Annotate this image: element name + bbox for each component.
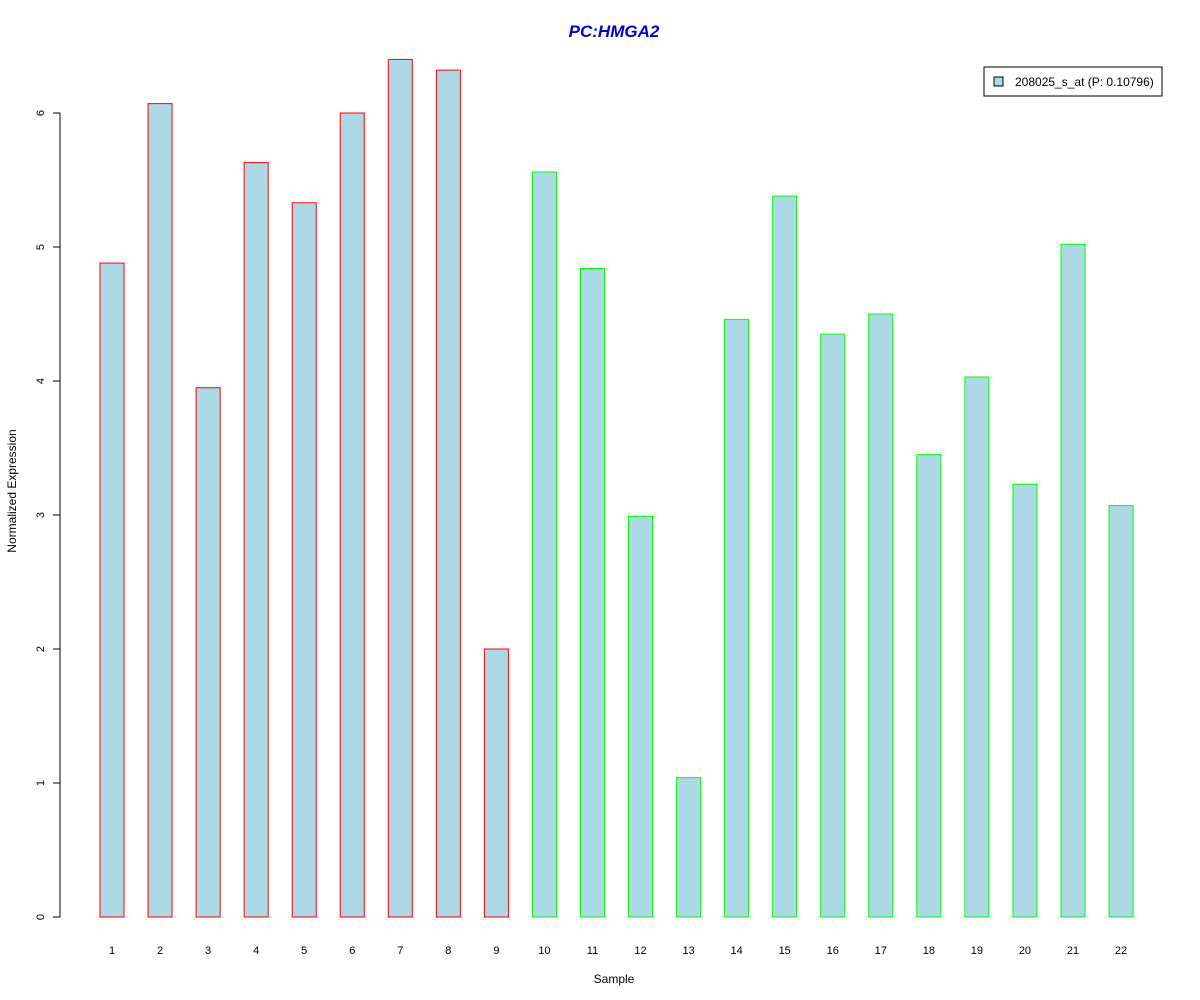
y-tick-label: 2 — [35, 646, 47, 652]
bar-sample-22 — [1108, 505, 1134, 918]
bar-sample-21 — [1060, 243, 1086, 918]
x-tick-label: 17 — [875, 945, 887, 957]
x-tick-label: 13 — [682, 945, 694, 957]
y-tick-label: 4 — [35, 378, 47, 384]
x-tick-label: 3 — [205, 945, 211, 957]
x-tick-label: 1 — [109, 945, 115, 957]
y-axis-title: Normalized Expression — [5, 429, 19, 552]
y-tick-label: 6 — [35, 110, 47, 116]
x-tick-label: 20 — [1019, 945, 1031, 957]
x-tick-label: 6 — [349, 945, 355, 957]
x-tick-label: 2 — [157, 945, 163, 957]
x-tick-label: 4 — [253, 945, 259, 957]
bar-sample-18 — [916, 454, 942, 918]
bar-sample-15 — [772, 195, 798, 918]
x-tick-label: 15 — [779, 945, 791, 957]
legend-swatch — [993, 76, 1004, 87]
bar-sample-7 — [387, 58, 413, 918]
legend-label: 208025_s_at (P: 0.10796) — [1015, 75, 1154, 89]
bars-group — [99, 58, 1134, 918]
x-tick-label: 9 — [493, 945, 499, 957]
bar-sample-12 — [628, 515, 654, 918]
x-axis-title: Sample — [594, 972, 635, 986]
x-tick-label: 12 — [634, 945, 646, 957]
y-axis: 0 1 2 3 4 5 6 — [35, 110, 61, 920]
x-tick-label: 5 — [301, 945, 307, 957]
x-tick-label: 10 — [538, 945, 550, 957]
bar-sample-5 — [291, 202, 317, 918]
bar-sample-4 — [243, 162, 269, 918]
bar-sample-2 — [147, 103, 173, 918]
x-tick-label: 16 — [827, 945, 839, 957]
bar-sample-20 — [1012, 483, 1038, 918]
bar-sample-9 — [483, 648, 509, 918]
bar-sample-10 — [531, 171, 557, 918]
x-tick-label: 11 — [587, 945, 598, 957]
y-tick-label: 1 — [35, 780, 47, 786]
bar-sample-13 — [676, 777, 702, 918]
bar-sample-11 — [580, 267, 605, 918]
y-tick-label: 0 — [35, 914, 47, 920]
y-tick-label: 5 — [35, 244, 47, 250]
bar-sample-1 — [99, 262, 125, 918]
bar-sample-14 — [724, 318, 750, 918]
x-tick-label: 18 — [923, 945, 935, 957]
legend-box — [983, 66, 1163, 97]
y-tick-label: 3 — [35, 512, 47, 518]
bar-sample-6 — [339, 112, 365, 918]
x-tick-label: 21 — [1067, 945, 1079, 957]
bar-sample-3 — [195, 387, 221, 918]
x-axis: 1 2 3 4 5 6 7 8 9 10 11 12 13 14 15 16 17 18 19 20 21 22 — [109, 945, 1127, 957]
bar-sample-16 — [820, 333, 846, 918]
x-tick-label: 22 — [1115, 945, 1127, 957]
legend: 208025_s_at (P: 0.10796) — [983, 66, 1163, 97]
x-tick-label: 8 — [445, 945, 451, 957]
chart-title: PC:HMGA2 — [569, 22, 660, 41]
x-tick-label: 7 — [397, 945, 403, 957]
bar-sample-17 — [868, 313, 894, 918]
x-tick-label: 19 — [971, 945, 983, 957]
bar-sample-19 — [964, 376, 990, 918]
x-tick-label: 14 — [731, 945, 743, 957]
bar-sample-8 — [435, 69, 461, 918]
